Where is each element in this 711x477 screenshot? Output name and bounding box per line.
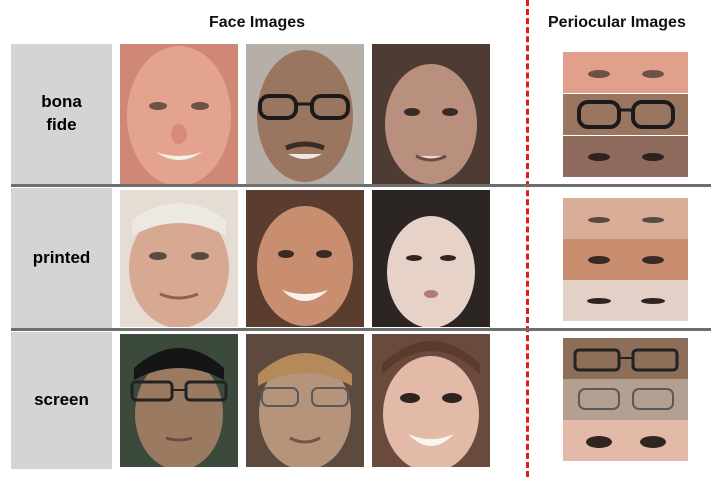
face-image [120,44,238,184]
periocular-image [563,420,688,461]
periocular-image [563,198,688,239]
face-image [246,190,364,327]
face-image [372,334,490,467]
face-image [372,190,490,327]
periocular-image [563,379,688,420]
periocular-image [563,94,688,135]
periocular-image [563,52,688,93]
periocular-image [563,136,688,177]
face-image [120,334,238,467]
section-divider [526,0,529,477]
row-label-screen: screen [11,332,112,469]
row-label-bona-fide: bona fide [11,44,112,184]
face-image [246,334,364,467]
row-label-printed: printed [11,188,112,328]
face-image [246,44,364,184]
row-separator [11,328,711,331]
periocular-images-header: Periocular Images [548,14,686,31]
face-images-header: Face Images [209,14,306,31]
periocular-image [563,338,688,379]
face-image [372,44,490,184]
periocular-image [563,239,688,280]
face-image [120,190,238,327]
row-separator [11,184,711,187]
periocular-image [563,280,688,321]
